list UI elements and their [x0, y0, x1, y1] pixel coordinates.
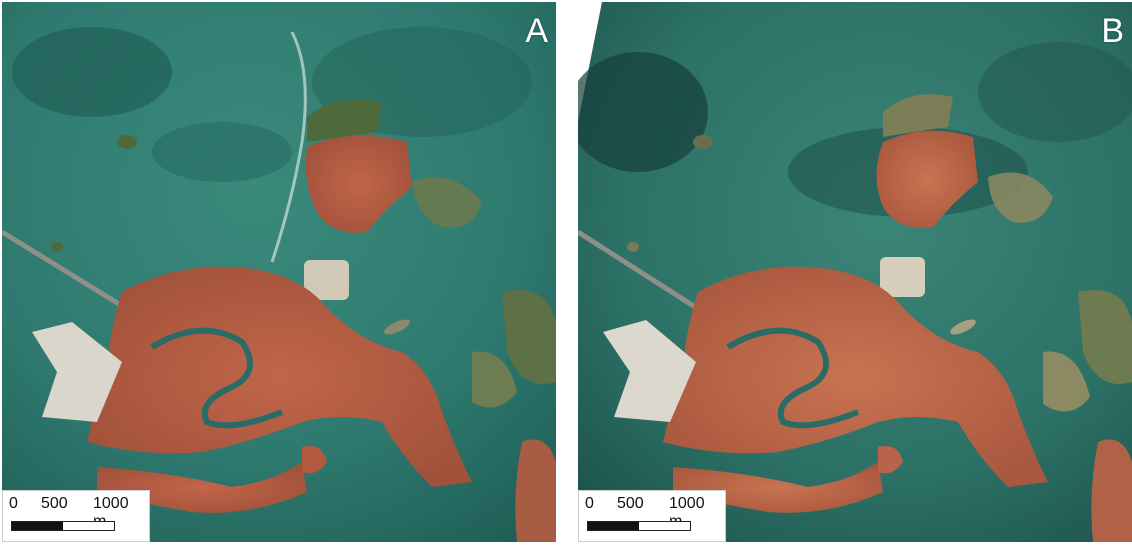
island-murano	[305, 135, 412, 233]
marsh-island	[472, 351, 517, 408]
scale-segment-white	[63, 522, 114, 530]
tidal-channel	[270, 31, 307, 263]
satellite-image-a	[2, 2, 556, 542]
venice-main-island	[87, 266, 472, 487]
scale-bar-graphic	[587, 521, 691, 531]
lido-edge	[515, 439, 556, 542]
island-vegetation	[883, 94, 953, 137]
island-cemetery	[880, 257, 925, 297]
scale-tick-label: 0	[585, 495, 594, 512]
venice-main-island	[663, 266, 1048, 487]
san-giorgio-island	[878, 446, 903, 474]
scale-bar: 0 500 1000 m	[2, 490, 150, 542]
scale-segment-black	[12, 522, 63, 530]
satellite-panel-b: B 0 500 1000 m	[578, 2, 1132, 542]
shoal-shadow	[152, 122, 292, 182]
port-area	[603, 320, 696, 422]
shoal-shadow	[978, 42, 1132, 142]
small-island	[950, 319, 976, 335]
scale-bar-labels: 0 500 1000 m	[9, 495, 143, 530]
marsh-island	[412, 177, 482, 228]
island-murano	[876, 130, 978, 228]
small-island	[51, 242, 63, 252]
small-island	[627, 242, 639, 252]
grand-canal	[150, 327, 284, 429]
scale-tick-label: 500	[41, 495, 68, 512]
satellite-panel-a: A 0 500 1000 m	[2, 2, 556, 542]
small-island	[117, 135, 137, 149]
scale-segment-black	[588, 522, 639, 530]
panel-label: B	[1101, 12, 1124, 50]
shoal-shadow	[12, 27, 172, 117]
marsh-island	[988, 172, 1053, 223]
small-island	[384, 319, 410, 335]
marsh-island	[1078, 290, 1132, 384]
san-giorgio-island	[302, 446, 327, 474]
satellite-image-b	[578, 2, 1132, 542]
small-island	[693, 135, 713, 149]
marsh-island	[502, 290, 556, 384]
scale-tick-label: 500	[617, 495, 644, 512]
scale-bar: 0 500 1000 m	[578, 490, 726, 542]
causeway	[2, 229, 134, 315]
island-cemetery	[304, 260, 349, 300]
scale-bar-graphic	[11, 521, 115, 531]
lido-edge	[1091, 439, 1132, 542]
panel-label: A	[525, 12, 548, 50]
scale-segment-white	[639, 522, 690, 530]
scale-tick-label: 0	[9, 495, 18, 512]
causeway	[578, 229, 705, 315]
grand-canal	[726, 327, 860, 429]
island-vegetation	[307, 99, 382, 142]
shoal-shadow	[578, 52, 708, 172]
scale-bar-labels: 0 500 1000 m	[585, 495, 719, 530]
marsh-island	[1043, 351, 1090, 412]
port-area	[32, 322, 122, 422]
